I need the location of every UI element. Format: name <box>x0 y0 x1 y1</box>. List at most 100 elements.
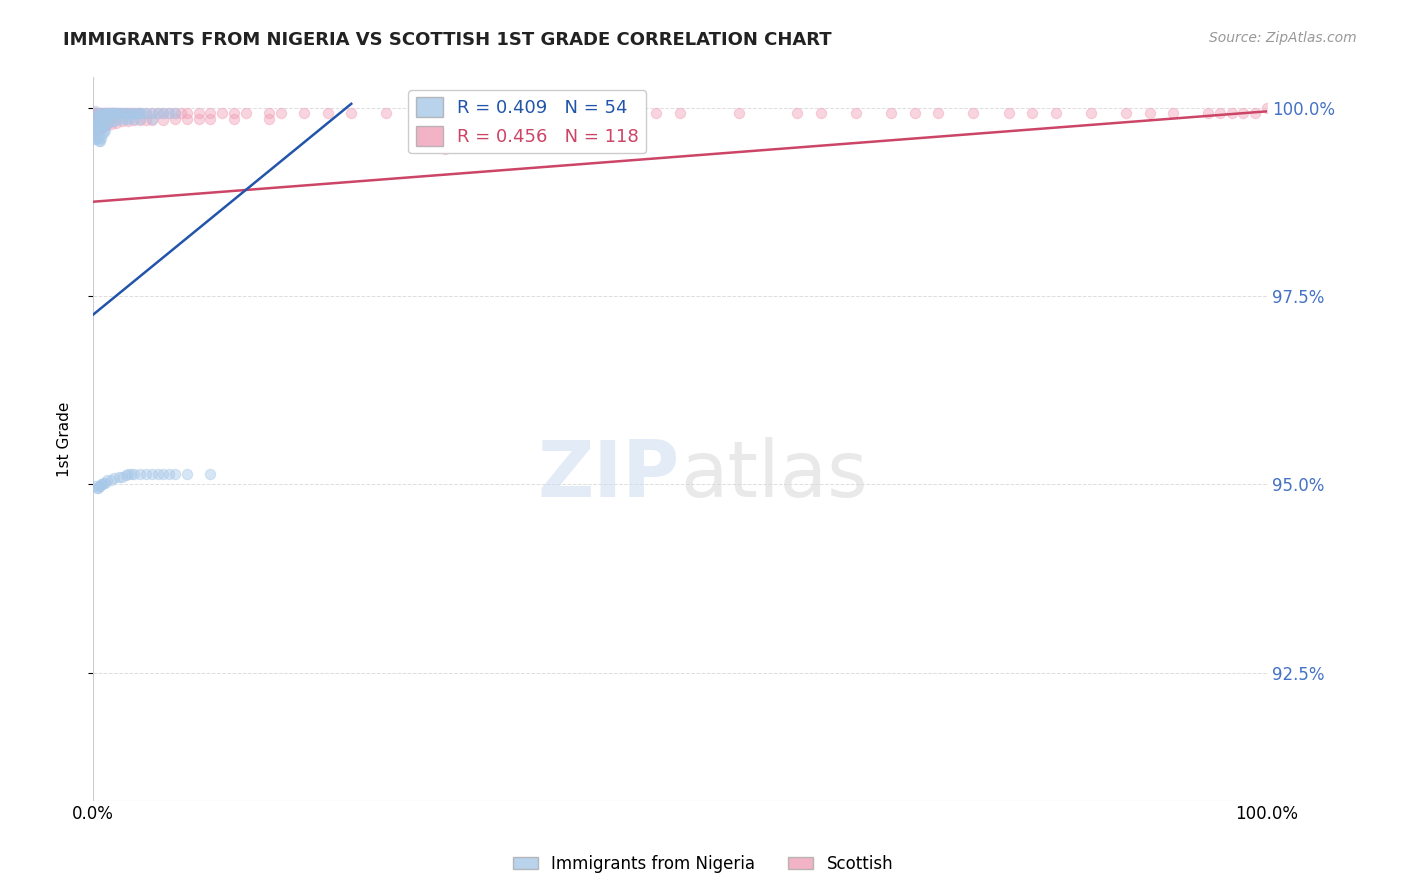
Point <box>93 108 115 122</box>
Point <box>87 108 110 122</box>
Point <box>117 114 139 128</box>
Point <box>111 106 134 120</box>
Point <box>235 106 257 120</box>
Point <box>87 115 110 129</box>
Point <box>90 106 112 120</box>
Point <box>91 106 114 120</box>
Point <box>152 106 174 120</box>
Point <box>810 106 832 120</box>
Point <box>86 481 108 495</box>
Point <box>115 106 138 120</box>
Point <box>111 112 134 126</box>
Point <box>122 112 145 126</box>
Point <box>100 114 122 128</box>
Point <box>131 106 153 120</box>
Point <box>1045 106 1067 120</box>
Point <box>94 475 117 490</box>
Point <box>83 132 105 146</box>
Text: ZIP: ZIP <box>537 437 681 513</box>
Point <box>93 475 115 490</box>
Point <box>575 106 598 120</box>
Point <box>222 106 245 120</box>
Point <box>84 125 107 139</box>
Point <box>110 106 132 120</box>
Point <box>86 120 108 134</box>
Point <box>786 106 808 120</box>
Point <box>94 106 117 120</box>
Point <box>146 106 169 120</box>
Point <box>86 115 108 129</box>
Point <box>176 112 198 126</box>
Point <box>90 112 112 126</box>
Point <box>100 106 122 120</box>
Point <box>86 115 108 129</box>
Point <box>117 106 139 120</box>
Point <box>90 114 112 128</box>
Legend: Immigrants from Nigeria, Scottish: Immigrants from Nigeria, Scottish <box>506 848 900 880</box>
Point <box>927 106 949 120</box>
Point <box>187 112 209 126</box>
Point <box>292 106 315 120</box>
Point <box>157 106 180 120</box>
Point <box>86 115 108 129</box>
Point <box>492 112 515 126</box>
Point <box>492 106 515 120</box>
Point <box>83 120 105 134</box>
Point <box>727 106 749 120</box>
Point <box>117 467 139 482</box>
Point <box>122 467 145 482</box>
Point <box>176 106 198 120</box>
Point <box>1115 106 1137 120</box>
Point <box>86 121 108 136</box>
Point <box>375 106 398 120</box>
Point <box>93 112 115 126</box>
Point <box>120 467 142 482</box>
Text: atlas: atlas <box>681 437 868 513</box>
Point <box>93 120 115 134</box>
Point <box>551 106 574 120</box>
Point <box>165 106 187 120</box>
Point <box>434 106 457 120</box>
Point <box>211 106 233 120</box>
Point <box>1161 106 1184 120</box>
Point <box>316 106 339 120</box>
Point <box>93 106 115 120</box>
Point <box>1220 106 1243 120</box>
Point <box>120 106 142 120</box>
Point <box>84 129 107 144</box>
Point <box>111 114 134 128</box>
Point <box>115 106 138 120</box>
Point <box>94 120 117 134</box>
Point <box>89 479 111 493</box>
Point <box>83 121 105 136</box>
Point <box>104 106 127 120</box>
Point <box>880 106 903 120</box>
Point <box>527 106 550 120</box>
Point <box>94 106 117 120</box>
Point <box>122 113 145 128</box>
Point <box>117 112 139 126</box>
Point <box>129 467 152 482</box>
Point <box>127 106 149 120</box>
Point <box>86 130 108 145</box>
Point <box>115 468 138 483</box>
Point <box>115 112 138 126</box>
Point <box>176 467 198 482</box>
Point <box>86 117 108 131</box>
Point <box>94 112 117 126</box>
Point <box>91 127 114 141</box>
Point <box>108 106 131 120</box>
Point <box>1256 101 1278 115</box>
Point <box>101 106 124 120</box>
Point <box>135 106 157 120</box>
Point <box>165 467 187 482</box>
Point <box>93 114 115 128</box>
Point <box>100 110 122 124</box>
Point <box>117 106 139 120</box>
Point <box>105 113 128 128</box>
Point <box>257 112 280 126</box>
Point <box>270 106 292 120</box>
Point <box>86 106 108 120</box>
Point <box>87 120 110 134</box>
Point <box>93 125 115 139</box>
